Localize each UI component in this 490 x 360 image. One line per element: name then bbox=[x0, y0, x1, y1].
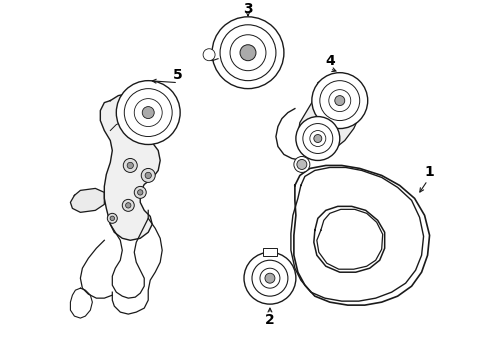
Polygon shape bbox=[100, 93, 162, 240]
FancyBboxPatch shape bbox=[263, 248, 277, 256]
Circle shape bbox=[294, 157, 310, 172]
Text: 2: 2 bbox=[265, 313, 275, 327]
Text: 5: 5 bbox=[173, 68, 183, 82]
Circle shape bbox=[203, 49, 215, 61]
Circle shape bbox=[107, 213, 117, 223]
Text: 1: 1 bbox=[425, 166, 435, 179]
Circle shape bbox=[212, 17, 284, 89]
Circle shape bbox=[244, 252, 296, 304]
Polygon shape bbox=[314, 206, 385, 272]
Circle shape bbox=[142, 107, 154, 118]
Polygon shape bbox=[298, 77, 362, 153]
Circle shape bbox=[296, 117, 340, 161]
Circle shape bbox=[122, 199, 134, 211]
Circle shape bbox=[141, 168, 155, 183]
Circle shape bbox=[314, 135, 322, 143]
Circle shape bbox=[134, 186, 146, 198]
Circle shape bbox=[125, 203, 131, 208]
Circle shape bbox=[145, 172, 151, 179]
Circle shape bbox=[116, 81, 180, 144]
Circle shape bbox=[335, 96, 345, 105]
Text: 3: 3 bbox=[243, 2, 253, 16]
Circle shape bbox=[297, 159, 307, 170]
Circle shape bbox=[110, 216, 115, 221]
Circle shape bbox=[240, 45, 256, 61]
Text: 4: 4 bbox=[325, 54, 335, 68]
Circle shape bbox=[265, 273, 275, 283]
Circle shape bbox=[123, 158, 137, 172]
Circle shape bbox=[312, 73, 368, 129]
Circle shape bbox=[138, 190, 143, 195]
Polygon shape bbox=[71, 188, 104, 212]
Circle shape bbox=[127, 162, 133, 168]
